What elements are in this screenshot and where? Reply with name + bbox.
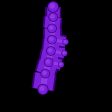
Circle shape [48, 26, 55, 32]
Circle shape [39, 86, 47, 94]
Circle shape [49, 14, 57, 22]
Circle shape [49, 27, 52, 30]
Circle shape [58, 62, 63, 67]
Circle shape [45, 59, 52, 66]
Circle shape [44, 59, 52, 67]
Circle shape [63, 41, 67, 45]
Circle shape [49, 38, 52, 41]
Circle shape [41, 70, 49, 78]
Circle shape [62, 52, 64, 54]
Circle shape [62, 40, 67, 45]
Circle shape [47, 3, 58, 13]
Circle shape [61, 51, 66, 56]
Circle shape [48, 4, 57, 12]
Circle shape [47, 25, 56, 33]
Circle shape [58, 63, 62, 67]
Circle shape [48, 37, 55, 44]
Circle shape [48, 49, 51, 52]
Circle shape [62, 52, 66, 56]
Circle shape [59, 64, 61, 65]
Circle shape [64, 41, 65, 43]
Circle shape [50, 16, 54, 19]
Circle shape [46, 60, 49, 64]
Circle shape [47, 48, 54, 55]
Circle shape [46, 47, 54, 56]
Circle shape [40, 87, 44, 91]
Circle shape [49, 15, 56, 21]
Circle shape [38, 85, 47, 94]
Circle shape [41, 71, 48, 77]
Circle shape [47, 36, 56, 44]
Circle shape [43, 72, 46, 75]
Circle shape [50, 5, 54, 9]
